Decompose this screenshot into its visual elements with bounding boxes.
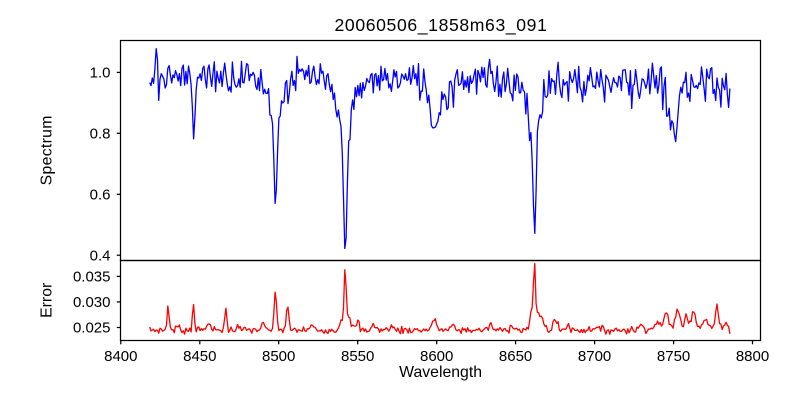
svg-text:0.6: 0.6 bbox=[90, 186, 111, 203]
svg-text:0.030: 0.030 bbox=[73, 294, 111, 311]
svg-text:8450: 8450 bbox=[183, 348, 216, 365]
svg-text:Wavelength: Wavelength bbox=[399, 364, 482, 381]
svg-text:0.4: 0.4 bbox=[90, 247, 111, 264]
svg-text:20060506_1858m63_091: 20060506_1858m63_091 bbox=[335, 15, 548, 36]
svg-text:8550: 8550 bbox=[341, 348, 374, 365]
svg-text:8400: 8400 bbox=[104, 348, 137, 365]
svg-text:8800: 8800 bbox=[736, 348, 769, 365]
svg-text:0.035: 0.035 bbox=[73, 269, 111, 286]
svg-text:8650: 8650 bbox=[499, 348, 532, 365]
svg-text:0.8: 0.8 bbox=[90, 125, 111, 142]
svg-text:8600: 8600 bbox=[420, 348, 453, 365]
svg-text:8750: 8750 bbox=[657, 348, 690, 365]
svg-text:Error: Error bbox=[39, 283, 56, 318]
svg-text:Spectrum: Spectrum bbox=[39, 115, 56, 185]
svg-text:8500: 8500 bbox=[262, 348, 295, 365]
svg-text:8700: 8700 bbox=[578, 348, 611, 365]
svg-text:0.025: 0.025 bbox=[73, 320, 111, 337]
svg-text:1.0: 1.0 bbox=[90, 65, 111, 82]
